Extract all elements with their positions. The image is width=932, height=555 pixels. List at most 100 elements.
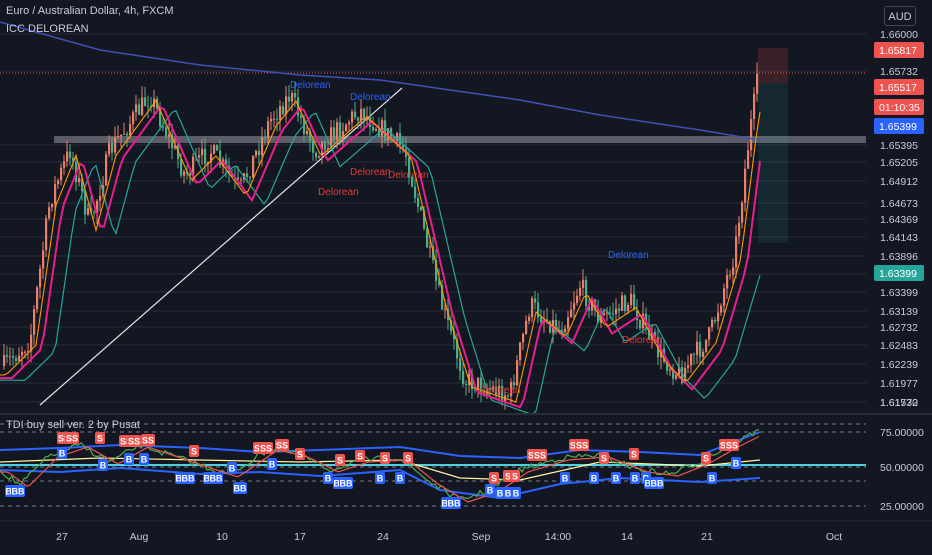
marker-text: B [377,474,384,484]
symbol-title[interactable]: Euro / Australian Dollar, 4h, FXCM [6,5,174,17]
candle-body [276,118,279,120]
candle [729,269,732,280]
candle [411,175,414,188]
candle [348,119,351,132]
candle [342,122,345,147]
candle [60,163,63,186]
candle [687,355,690,374]
candle [579,281,582,301]
marker-bg [127,435,141,447]
candle [636,299,639,330]
ma-orange [0,99,761,403]
indicator-title[interactable]: ICC DELOREAN [6,23,89,35]
candle-body [342,131,345,138]
candle [69,144,72,166]
buy-marker: BB [339,477,353,489]
marker-text: B [505,489,512,499]
marker-bg [57,447,67,459]
candle-body [477,377,480,391]
candle [726,268,729,299]
buy-marker: B [139,453,149,465]
candle-body [30,334,33,352]
marker-text: BB [210,474,223,484]
price-label-bg [874,79,924,95]
candle-body [684,367,687,384]
marker-bg [295,448,305,460]
candle [393,136,396,141]
candle [576,288,579,306]
candle [108,135,111,158]
candle-body [606,312,609,314]
price-label: 1.65399 [874,118,924,134]
candle-body [741,202,744,223]
candle-body [33,309,36,335]
candle-body [339,122,342,138]
marker-text: B [59,449,66,459]
candle [216,144,219,151]
marker-text: S [191,447,197,457]
candle [111,136,114,161]
candle-body [750,119,753,151]
candle [516,355,519,387]
candle-body [624,295,627,311]
marker-text: S [703,454,709,464]
candle-body [597,309,600,323]
candle [360,99,363,129]
candle-body [87,208,90,215]
candle-body [633,293,636,311]
candle [741,200,744,229]
price-label-text: 1.65399 [879,121,917,133]
candle-body [171,134,174,149]
candle-body [756,73,759,94]
price-tick: 1.63139 [880,306,918,318]
tdi-indicator-title[interactable]: TDI buy sell ver. 2 by Pusat [6,419,140,431]
candle-body [6,355,9,357]
candle-body [501,385,504,402]
candle-body [747,150,750,169]
candle-body [621,295,624,311]
buy-marker: B [124,453,134,465]
candle [345,123,348,132]
buy-marker: B [227,462,237,474]
candle [45,215,48,257]
candle-body [174,145,177,149]
currency-badge[interactable]: AUD [884,6,916,26]
candle-body [189,173,192,176]
candle [603,309,606,316]
candle-body [672,369,675,379]
candle-body [630,293,633,305]
sell-marker: S [189,445,199,457]
candle-body [669,369,672,371]
candle-body [27,351,30,353]
ma-long-blue [0,21,761,141]
price-label: 1.65817 [874,42,924,58]
candle-body [48,207,51,219]
candle-body [408,156,411,178]
candle-body [537,302,540,318]
buy-marker: B [511,487,521,499]
marker-bg [511,487,521,499]
marker-bg [725,439,739,451]
price-tick: 1.61770 [880,397,918,409]
candle [462,362,465,388]
price-label-text: 01:10:35 [879,102,920,114]
price-tick: 1.62732 [880,322,918,334]
tdi-tick: 25.00000 [880,501,924,513]
marker-text: B [229,464,236,474]
candle-body [333,127,336,140]
candle-body [609,312,612,314]
candle [126,131,129,148]
candle [306,126,309,137]
candle-body [21,352,24,356]
candle [318,155,321,159]
candle-body [120,134,123,137]
buy-marker: BB [209,472,223,484]
candle-body [573,303,576,310]
sell-marker: SS [65,432,79,444]
delorean-labels: DeloreanDeloreanDeloreanDeloreanDelorean… [290,80,663,396]
delorean-label: Delorean [350,92,391,103]
candle-body [36,287,39,310]
candle [315,151,318,162]
